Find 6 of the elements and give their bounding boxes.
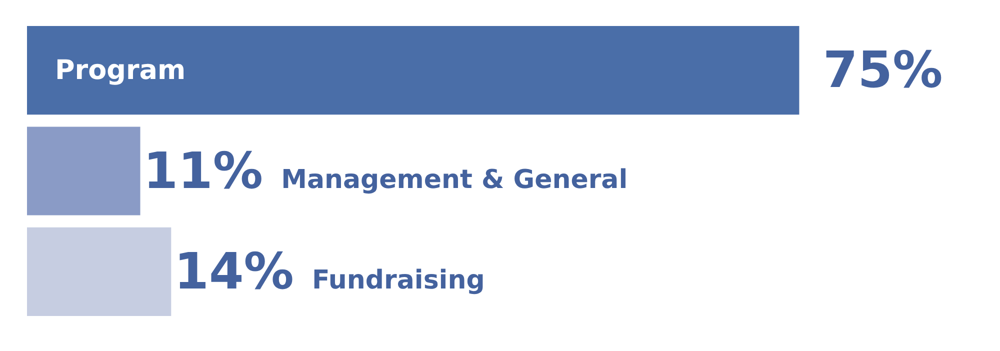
data-label: 14% <box>174 242 294 301</box>
data-label: 75% <box>823 41 943 99</box>
y-tick-label: Management & General <box>281 165 628 195</box>
data-label: 11% <box>143 142 263 200</box>
y-tick-label: Program <box>55 55 186 86</box>
y-tick-label: Fundraising <box>312 266 485 296</box>
